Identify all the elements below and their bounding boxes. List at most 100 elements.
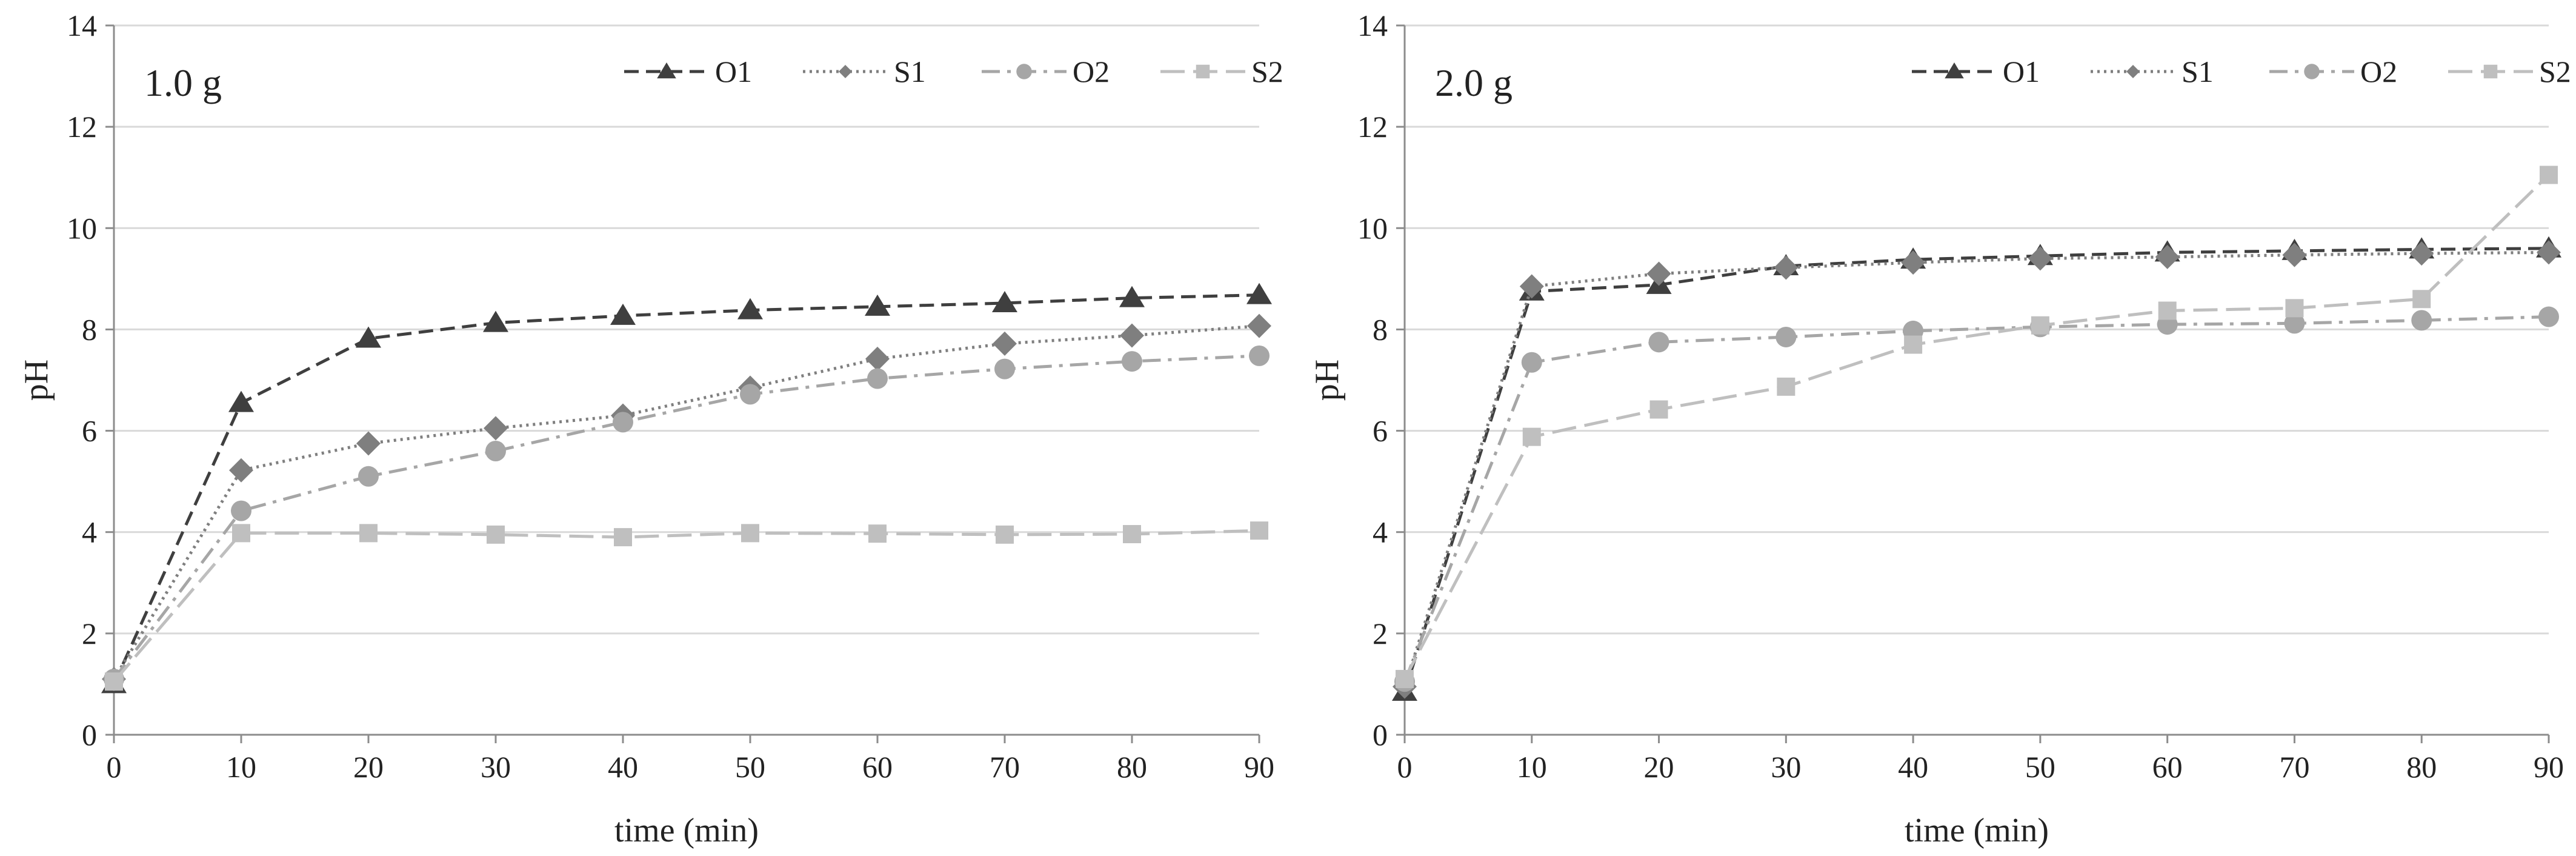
panel-2-series-s2-point	[1777, 377, 1796, 396]
panel-1-series-s1-point	[1247, 313, 1271, 338]
panel-2-series-s1-point	[1901, 250, 1926, 275]
panel-2-legend: O1 S1 O2 S2	[1912, 55, 2571, 89]
panel-2-series-s1-point	[1774, 255, 1799, 280]
panel-1-x-tick-label: 60	[862, 750, 893, 784]
panel-2-x-axis-title: time (min)	[1905, 812, 2049, 849]
panel-2-y-tick-label: 8	[1373, 312, 1388, 346]
panel-2-x-tick-label: 90	[2534, 750, 2564, 784]
panel-1-series-o1-point	[737, 298, 763, 319]
panel-1-y-tick-label: 0	[82, 718, 97, 752]
panel-2-x-tick-label: 30	[1771, 750, 1801, 784]
panel-1-series-o1-point	[483, 310, 508, 332]
panel-2-series-o2-point	[2284, 313, 2305, 334]
panel-1-series-o2-point	[485, 441, 506, 461]
panel-1-series-s2-point	[487, 525, 505, 544]
panel-1-series-o2-point	[740, 384, 760, 405]
panel-1-x-tick-label: 20	[353, 750, 384, 784]
panel-1-series-s2-point	[996, 525, 1014, 544]
panel-1-y-tick-label: 6	[82, 414, 97, 448]
panel-2-x-tick-label: 50	[2025, 750, 2055, 784]
panel-2-legend-marker-s1	[2126, 65, 2140, 78]
panel-1-series-s2-line	[113, 529, 1260, 683]
panel-1-x-axis-title: time (min)	[614, 812, 759, 849]
panel-2-x-tick-label: 70	[2279, 750, 2309, 784]
panel-1-legend: O1 S1 O2 S2	[624, 55, 1283, 89]
panel-1-x-tick-label: 90	[1244, 750, 1274, 784]
panel-2-y-tick-label: 0	[1373, 718, 1388, 752]
panel-1-series-o1	[101, 283, 1272, 694]
panel-1-series-o1-point	[1119, 286, 1145, 307]
panel-2-series-s1	[1393, 240, 2561, 699]
panel-1-y-tick-label: 12	[67, 110, 97, 144]
panel-2-x-tick-label: 0	[1397, 750, 1413, 784]
panel-2-legend-marker-s2	[2483, 64, 2498, 79]
panel-1-y-tick-label: 10	[67, 211, 97, 245]
panel-2-x-tick-label: 40	[1898, 750, 1928, 784]
panel-2-series-s2	[1396, 166, 2558, 689]
panel-2-series-s1-point	[2028, 246, 2052, 271]
panel-2-series-o2-point	[2411, 310, 2432, 331]
panel-1-series-o2-point	[867, 368, 888, 389]
panel-2-series-s2-point	[1904, 335, 1923, 354]
panel-2-series-s2-line	[1403, 173, 2550, 680]
panel-2-series-s2-point	[1522, 427, 1541, 446]
panel-2-series-s2-point	[2285, 299, 2304, 318]
panel-2-y-tick-label: 10	[1357, 211, 1388, 245]
panel-1-series-s1-point	[993, 331, 1017, 356]
panel-1-label: 1.0 g	[144, 61, 222, 104]
panel-2-series-s2-point	[2158, 301, 2177, 320]
panel-1-series-o2-line	[113, 354, 1260, 680]
panel-2-series-s1-point	[2155, 244, 2180, 269]
panel-2-series-o1	[1392, 236, 2561, 701]
panel-2-y-tick-label: 2	[1373, 617, 1388, 650]
panel-1-series-o2-point	[613, 412, 633, 433]
panel-2-legend-label-o2: O2	[2360, 55, 2397, 89]
panel-1-series-s2-point	[614, 528, 632, 547]
panel-2-label: 2.0 g	[1435, 61, 1513, 104]
panel-2-x-tick-label: 60	[2152, 750, 2183, 784]
panel-2-series-s1-point	[1646, 261, 1671, 286]
panel-1-x-tick-label: 30	[481, 750, 511, 784]
panel-1-series-s1-point	[356, 431, 381, 456]
panel-1-series-s1-point	[865, 346, 890, 371]
panel-1-x-tick-label: 80	[1117, 750, 1147, 784]
panel-2-y-tick-label: 4	[1373, 515, 1388, 549]
panel-1-series-o1-point	[992, 290, 1017, 312]
panel-2-series-s1-point	[1519, 274, 1544, 299]
panel-2-legend-marker-o2	[2304, 64, 2320, 79]
panel-1-x-tick-label: 0	[107, 750, 122, 784]
panel-1-legend-marker-s1	[839, 65, 852, 78]
panel-1-legend-label-o1: O1	[715, 55, 752, 89]
panel-1-series-o2-point	[994, 358, 1015, 380]
panel-2-series-s1-line	[1403, 250, 2549, 687]
panel-2-legend-label-o1: O1	[2003, 55, 2040, 89]
panel-2-series-s1-point	[2537, 240, 2561, 265]
panel-1-series-s2-point	[1250, 521, 1268, 540]
panel-1-series-s2-point	[359, 524, 378, 543]
panel-2-series-o2-point	[1521, 352, 1542, 373]
panel-2-series-s2-point	[2031, 316, 2049, 335]
panel-2-x-tick-label: 10	[1517, 750, 1547, 784]
panel-2-series-s2-point	[2412, 290, 2431, 309]
panel-1-series-s1-line	[112, 324, 1260, 680]
panel-1-series-o2-point	[231, 500, 251, 521]
panel-1-series-s1-point	[484, 416, 508, 441]
panel-1-legend-label-o2: O2	[1073, 55, 1110, 89]
panel-2-legend-label-s2: S2	[2539, 55, 2571, 89]
panel-2-series-o1-line	[1403, 247, 2549, 692]
panel-1-series-s1	[102, 313, 1271, 692]
panel-1-series-o1-point	[1246, 283, 1272, 304]
panel-1-x-tick-label: 50	[735, 750, 765, 784]
panel-1-series-s1-point	[229, 458, 253, 483]
panel-1-x-tick-label: 40	[608, 750, 638, 784]
panel-1-x-tick-label: 10	[226, 750, 256, 784]
panel-1-y-tick-label: 4	[82, 515, 97, 549]
panel-1-series-o1-point	[610, 303, 636, 325]
panel-1-legend-marker-s2	[1196, 64, 1210, 79]
panel-2-series-s2-point	[1396, 670, 1414, 689]
panel-1-series-s2-point	[1123, 525, 1141, 544]
panel-2-y-tick-label: 6	[1373, 414, 1388, 448]
panel-1-series-s2-point	[741, 524, 759, 543]
panel-2-y-axis-title: pH	[1308, 359, 1346, 401]
panel-1-series-o2-point	[358, 466, 379, 487]
